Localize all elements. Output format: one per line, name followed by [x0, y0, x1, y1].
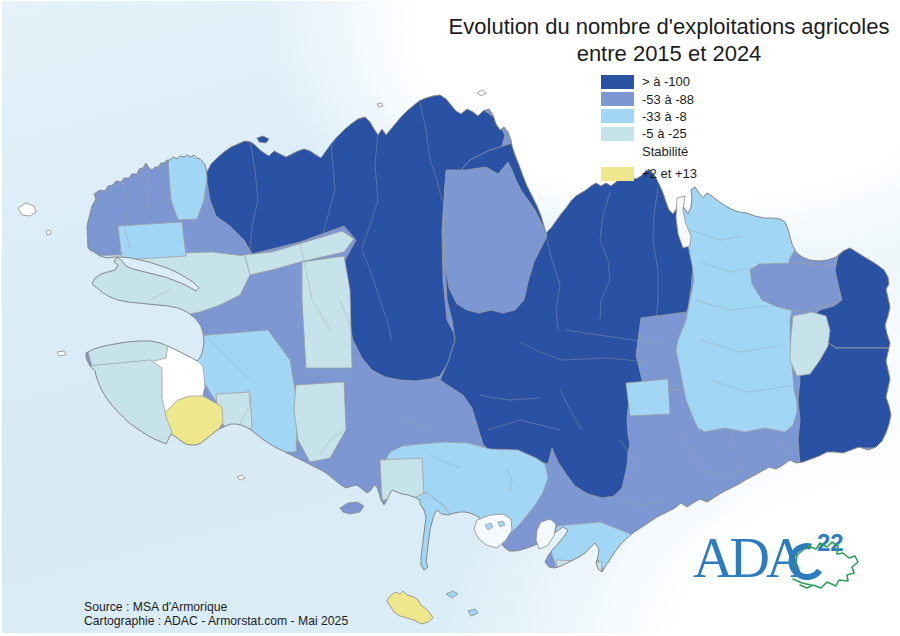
svg-text:22: 22	[817, 529, 844, 556]
